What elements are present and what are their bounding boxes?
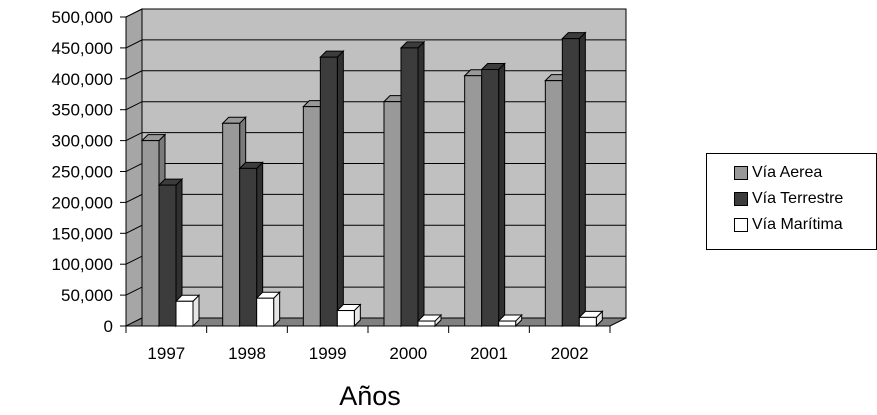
- bar-2002-2: [578, 310, 604, 328]
- x-tick-label: 2002: [551, 344, 589, 363]
- legend-label: Vía Terrestre: [752, 190, 844, 207]
- x-tick-label: 1999: [309, 344, 347, 363]
- bar-1997-2: [174, 294, 201, 328]
- x-tick-label: 2001: [470, 344, 508, 363]
- y-tick-label: 150,000: [52, 224, 113, 243]
- y-tick-label: 300,000: [52, 132, 113, 151]
- y-tick-label: 500,000: [52, 8, 113, 27]
- legend-item-via-aerea: Vía Aerea: [734, 160, 876, 186]
- bar-2001-2: [497, 313, 523, 328]
- bar-front: [175, 300, 194, 327]
- x-axis-ticks: 1997 1998 1999 2000 2001 2002: [125, 325, 611, 363]
- bar-2002-1: [561, 31, 587, 328]
- y-tick-label: 450,000: [52, 39, 113, 58]
- bar-1998-2: [255, 290, 281, 328]
- y-tick-label: 200,000: [52, 193, 113, 212]
- bar-2001-1: [480, 62, 506, 328]
- bar-front: [578, 316, 597, 327]
- bar-front: [400, 47, 419, 327]
- x-axis-title: Años: [339, 381, 401, 411]
- bar-side: [417, 40, 425, 328]
- bar-side: [578, 31, 586, 328]
- y-tick-label: 50,000: [61, 286, 113, 305]
- bar-1999-1: [319, 49, 345, 328]
- bar-front: [239, 167, 258, 327]
- gridline: [125, 70, 626, 80]
- gridline: [125, 8, 626, 18]
- bar-front: [336, 310, 355, 327]
- bar-front: [141, 140, 160, 327]
- bar-front: [302, 106, 321, 327]
- legend-label: Vía Marítima: [752, 216, 843, 233]
- y-tick-label: 350,000: [52, 101, 113, 120]
- bar-1997-1: [157, 177, 184, 328]
- bar-2000-2: [416, 313, 443, 328]
- bar-front: [561, 38, 580, 327]
- bar-front: [544, 80, 563, 327]
- y-tick-label: 400,000: [52, 70, 113, 89]
- bar-front: [256, 297, 275, 327]
- bar-front: [383, 101, 402, 327]
- x-tick-label: 1998: [228, 344, 266, 363]
- gridline: [125, 39, 626, 49]
- bar-front: [417, 320, 436, 327]
- bar-side: [498, 62, 506, 328]
- legend: Vía Aerea Vía Terrestre Vía Marítima: [706, 153, 877, 250]
- legend-swatch: [734, 218, 748, 232]
- bar-front: [498, 320, 517, 327]
- x-tick-label: 1997: [147, 344, 185, 363]
- legend-item-via-maritima: Vía Marítima: [734, 212, 876, 238]
- bar-front: [319, 56, 338, 327]
- y-axis-ticks: 500,000 450,000 400,000 350,000 300,000 250,0…: [52, 8, 127, 336]
- bar-1999-2: [336, 303, 362, 328]
- bar-front: [158, 184, 177, 327]
- bar-front: [464, 75, 483, 327]
- y-tick-label: 250,000: [52, 163, 113, 182]
- legend-label: Vía Aerea: [752, 164, 823, 181]
- bar-front: [481, 69, 500, 327]
- bars: [140, 31, 604, 328]
- bar-1998-1: [238, 161, 264, 328]
- y-tick-label: 100,000: [52, 255, 113, 274]
- legend-item-via-terrestre: Vía Terrestre: [734, 186, 876, 212]
- bar-front: [222, 122, 241, 327]
- legend-swatch: [734, 166, 748, 180]
- legend-swatch: [734, 192, 748, 206]
- x-tick-label: 2000: [389, 344, 427, 363]
- bar-2000-1: [399, 40, 426, 328]
- y-tick-label: 0: [104, 317, 113, 336]
- bar-side: [336, 49, 344, 328]
